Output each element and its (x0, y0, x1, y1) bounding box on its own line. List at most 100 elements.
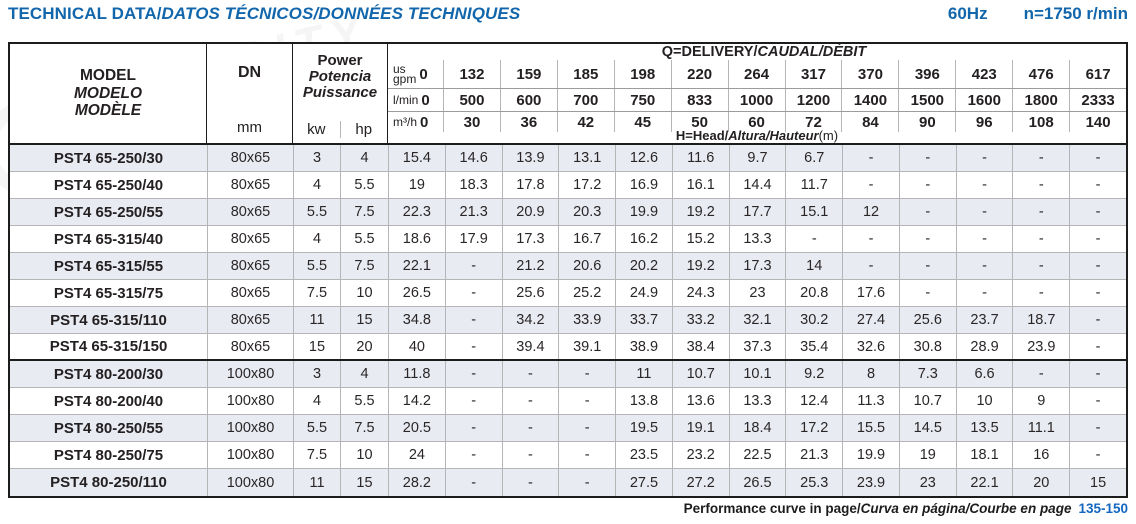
head-value-cell: 23.2 (671, 442, 729, 468)
head-value-cell: 22.1 (955, 469, 1013, 496)
head-value-cell: - (898, 172, 956, 198)
table-row: PST4 65-315/40 80x65 4 5.5 18.6 17.9 17.3 16.7 1… (10, 226, 1126, 253)
hp-cell: 15 (340, 307, 388, 333)
head-value-cell: 18.6 (388, 226, 445, 252)
flow-value: 140 (1069, 112, 1126, 132)
model-label-es: MODELO (73, 84, 143, 102)
head-value-cell: 33.2 (671, 307, 729, 333)
power-column-header: Power Potencia Puissance kw hp (293, 44, 388, 143)
head-value-cell: 22.3 (388, 199, 445, 225)
head-value-cell: 20.5 (388, 415, 445, 441)
head-value-cell: - (955, 280, 1013, 306)
flow-value: 220 (670, 60, 728, 88)
dn-column-header: DN mm (207, 44, 293, 143)
flow-row-gpm: us gpm 0 132 159 185 198 220 264 317 370 396 423 476 6… (388, 60, 1126, 89)
head-value-cell: 12.6 (615, 145, 672, 171)
head-value-cell: 13.6 (671, 388, 729, 414)
flow-value: 159 (499, 60, 557, 88)
head-value-cell: - (1012, 199, 1069, 225)
head-value-cell: 20.9 (501, 199, 559, 225)
kw-cell: 4 (293, 226, 340, 252)
head-value-cell: - (444, 307, 502, 333)
head-value-cell: 24.9 (615, 280, 672, 306)
head-value-cell: 7.3 (898, 361, 956, 387)
flow-value: 2333 (1069, 89, 1126, 111)
head-value-cell: 11.1 (1012, 415, 1069, 441)
head-value-cell: - (1069, 199, 1126, 225)
table-row: PST4 80-250/55 100x80 5.5 7.5 20.5- - -19.5 19.… (10, 415, 1126, 442)
flow-value: 108 (1012, 112, 1069, 132)
power-label-fr: Puissance (302, 84, 378, 101)
head-value-cell: 33.9 (558, 307, 615, 333)
head-value-cell: 22.5 (728, 442, 786, 468)
head-value-cell: 17.3 (501, 226, 559, 252)
flow-value: 90 (898, 112, 955, 132)
flow-value: 1800 (1012, 89, 1069, 111)
table-row: PST4 80-200/40 100x80 4 5.5 14.2- - -13.8 13.6 1… (10, 388, 1126, 415)
flow-value: 72 (784, 112, 842, 132)
head-value-cell: 18.7 (1012, 307, 1069, 333)
dn-cell: 100x80 (207, 442, 293, 468)
table-body: PST4 65-250/30 80x65 3 4 15.4 14.6 13.9 13.1 12.… (10, 145, 1126, 496)
head-value-cell: - (558, 442, 615, 468)
dn-cell: 80x65 (207, 199, 293, 225)
head-value-cell: 25.3 (785, 469, 842, 496)
dn-cell: 100x80 (207, 388, 293, 414)
model-label-fr: MODÈLE (74, 102, 142, 120)
power-label-es: Potencia (308, 68, 372, 85)
dn-cell: 80x65 (207, 172, 293, 198)
flow-value: 476 (1012, 60, 1069, 88)
head-value-cell: 20.3 (558, 199, 615, 225)
head-value-cell: 21.3 (785, 442, 842, 468)
head-value-cell: 34.2 (501, 307, 559, 333)
head-value-cell: 23 (728, 280, 786, 306)
head-value-cell: - (444, 442, 502, 468)
flow-value: 42 (556, 112, 614, 132)
model-cell: PST4 65-315/55 (53, 257, 164, 275)
speed-label: n=1750 r/min (1023, 4, 1128, 23)
head-value-cell: 16.2 (615, 226, 672, 252)
footer-note: Performance curve in page/Curva en págin… (684, 501, 1128, 516)
flow-zero-value: 0 (420, 113, 429, 131)
hp-cell: 7.5 (340, 415, 388, 441)
kw-cell: 11 (293, 469, 340, 496)
hp-cell: 5.5 (340, 226, 388, 252)
head-value-cell: - (501, 415, 559, 441)
model-cell: PST4 80-250/75 (53, 446, 164, 464)
head-value-cell: 16.9 (615, 172, 672, 198)
head-value-cell: - (842, 226, 899, 252)
head-value-cell: 16.7 (558, 226, 615, 252)
hp-cell: 4 (340, 361, 388, 387)
hp-cell: 10 (340, 442, 388, 468)
head-value-cell: 13.8 (615, 388, 672, 414)
head-value-cell: 17.3 (728, 253, 786, 279)
head-value-cell: 28.9 (955, 334, 1013, 359)
head-value-cell: 14.2 (388, 388, 445, 414)
flow-unit-label: us gpm (393, 61, 417, 86)
head-value-cell: - (1069, 415, 1126, 441)
head-value-cell: - (1012, 172, 1069, 198)
head-value-cell: - (898, 145, 956, 171)
head-value-cell: 22.1 (388, 253, 445, 279)
head-value-cell: 25.2 (558, 280, 615, 306)
head-value-cell: 19.2 (671, 199, 729, 225)
head-value-cell: 21.3 (444, 199, 502, 225)
hp-cell: 15 (340, 469, 388, 496)
flow-unit-cell: l/min 0 (388, 92, 443, 109)
head-value-cell: - (1012, 361, 1069, 387)
head-value-cell: 26.5 (728, 469, 786, 496)
head-value-cell: 9 (1012, 388, 1069, 414)
flow-value: 96 (955, 112, 1012, 132)
head-value-cell: 13.5 (955, 415, 1013, 441)
head-value-cell: 25.6 (501, 280, 559, 306)
model-cell: PST4 80-200/30 (53, 365, 164, 383)
hp-unit-label: hp (339, 121, 388, 138)
head-value-cell: - (842, 145, 899, 171)
flow-value: 500 (443, 89, 500, 111)
flow-unit-cell: us gpm 0 (388, 61, 443, 86)
hp-cell: 4 (340, 145, 388, 171)
head-value-cell: 19.2 (671, 253, 729, 279)
head-value-cell: 9.2 (785, 361, 842, 387)
flow-value: 370 (841, 60, 898, 88)
head-label: H=Head/Altura/Hauteur(m) (675, 128, 839, 143)
